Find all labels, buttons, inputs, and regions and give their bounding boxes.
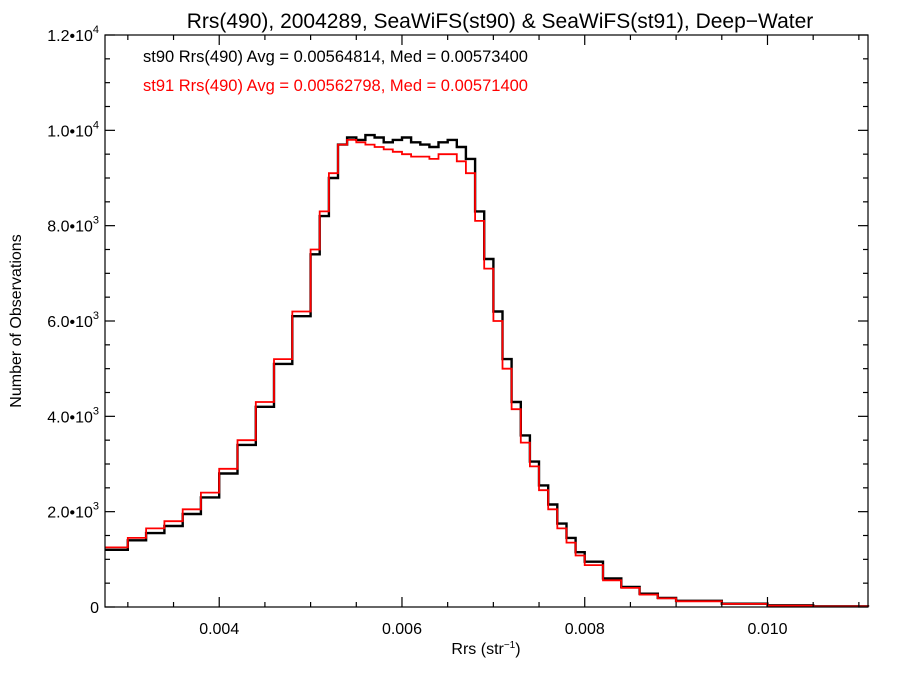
y-tick-label: 8.0•103 — [47, 215, 99, 236]
y-axis: 0 2.0•103 4.0•103 6.0•103 8.0•103 1.0•104 1.2•… — [47, 24, 868, 617]
series-annotation-st90: st90 Rrs(490) Avg = 0.00564814, Med = 0.… — [143, 48, 528, 66]
y-tick-label: 1.2•104 — [47, 24, 99, 45]
series-layer — [105, 133, 870, 608]
x-tick-label: 0.008 — [565, 621, 605, 638]
y-axis-label: Number of Observations — [8, 234, 25, 407]
x-axis-label: Rrs (str−1) — [451, 640, 520, 658]
series-annotation-st91: st91 Rrs(490) Avg = 0.00562798, Med = 0.… — [143, 77, 528, 95]
chart-title: Rrs(490), 2004289, SeaWiFS(st90) & SeaWi… — [187, 10, 814, 33]
x-tick-label: 0.006 — [382, 621, 422, 638]
x-tick-label: 0.004 — [199, 621, 239, 638]
y-tick-label: 1.0•104 — [47, 119, 99, 140]
x-tick-label: 0.010 — [747, 621, 787, 638]
x-axis-label-tail: ) — [515, 641, 520, 658]
x-axis: 0.004 0.006 0.008 0.010 — [127, 35, 860, 638]
y-tick-label: 4.0•103 — [47, 405, 99, 426]
series-line-st91 — [105, 138, 869, 608]
x-axis-label-superscript: −1 — [504, 640, 516, 651]
y-tick-label: 0 — [90, 600, 99, 617]
y-tick-label: 2.0•103 — [47, 501, 99, 522]
y-tick-label: 6.0•103 — [47, 310, 99, 331]
x-axis-label-main: Rrs (str — [451, 641, 504, 658]
